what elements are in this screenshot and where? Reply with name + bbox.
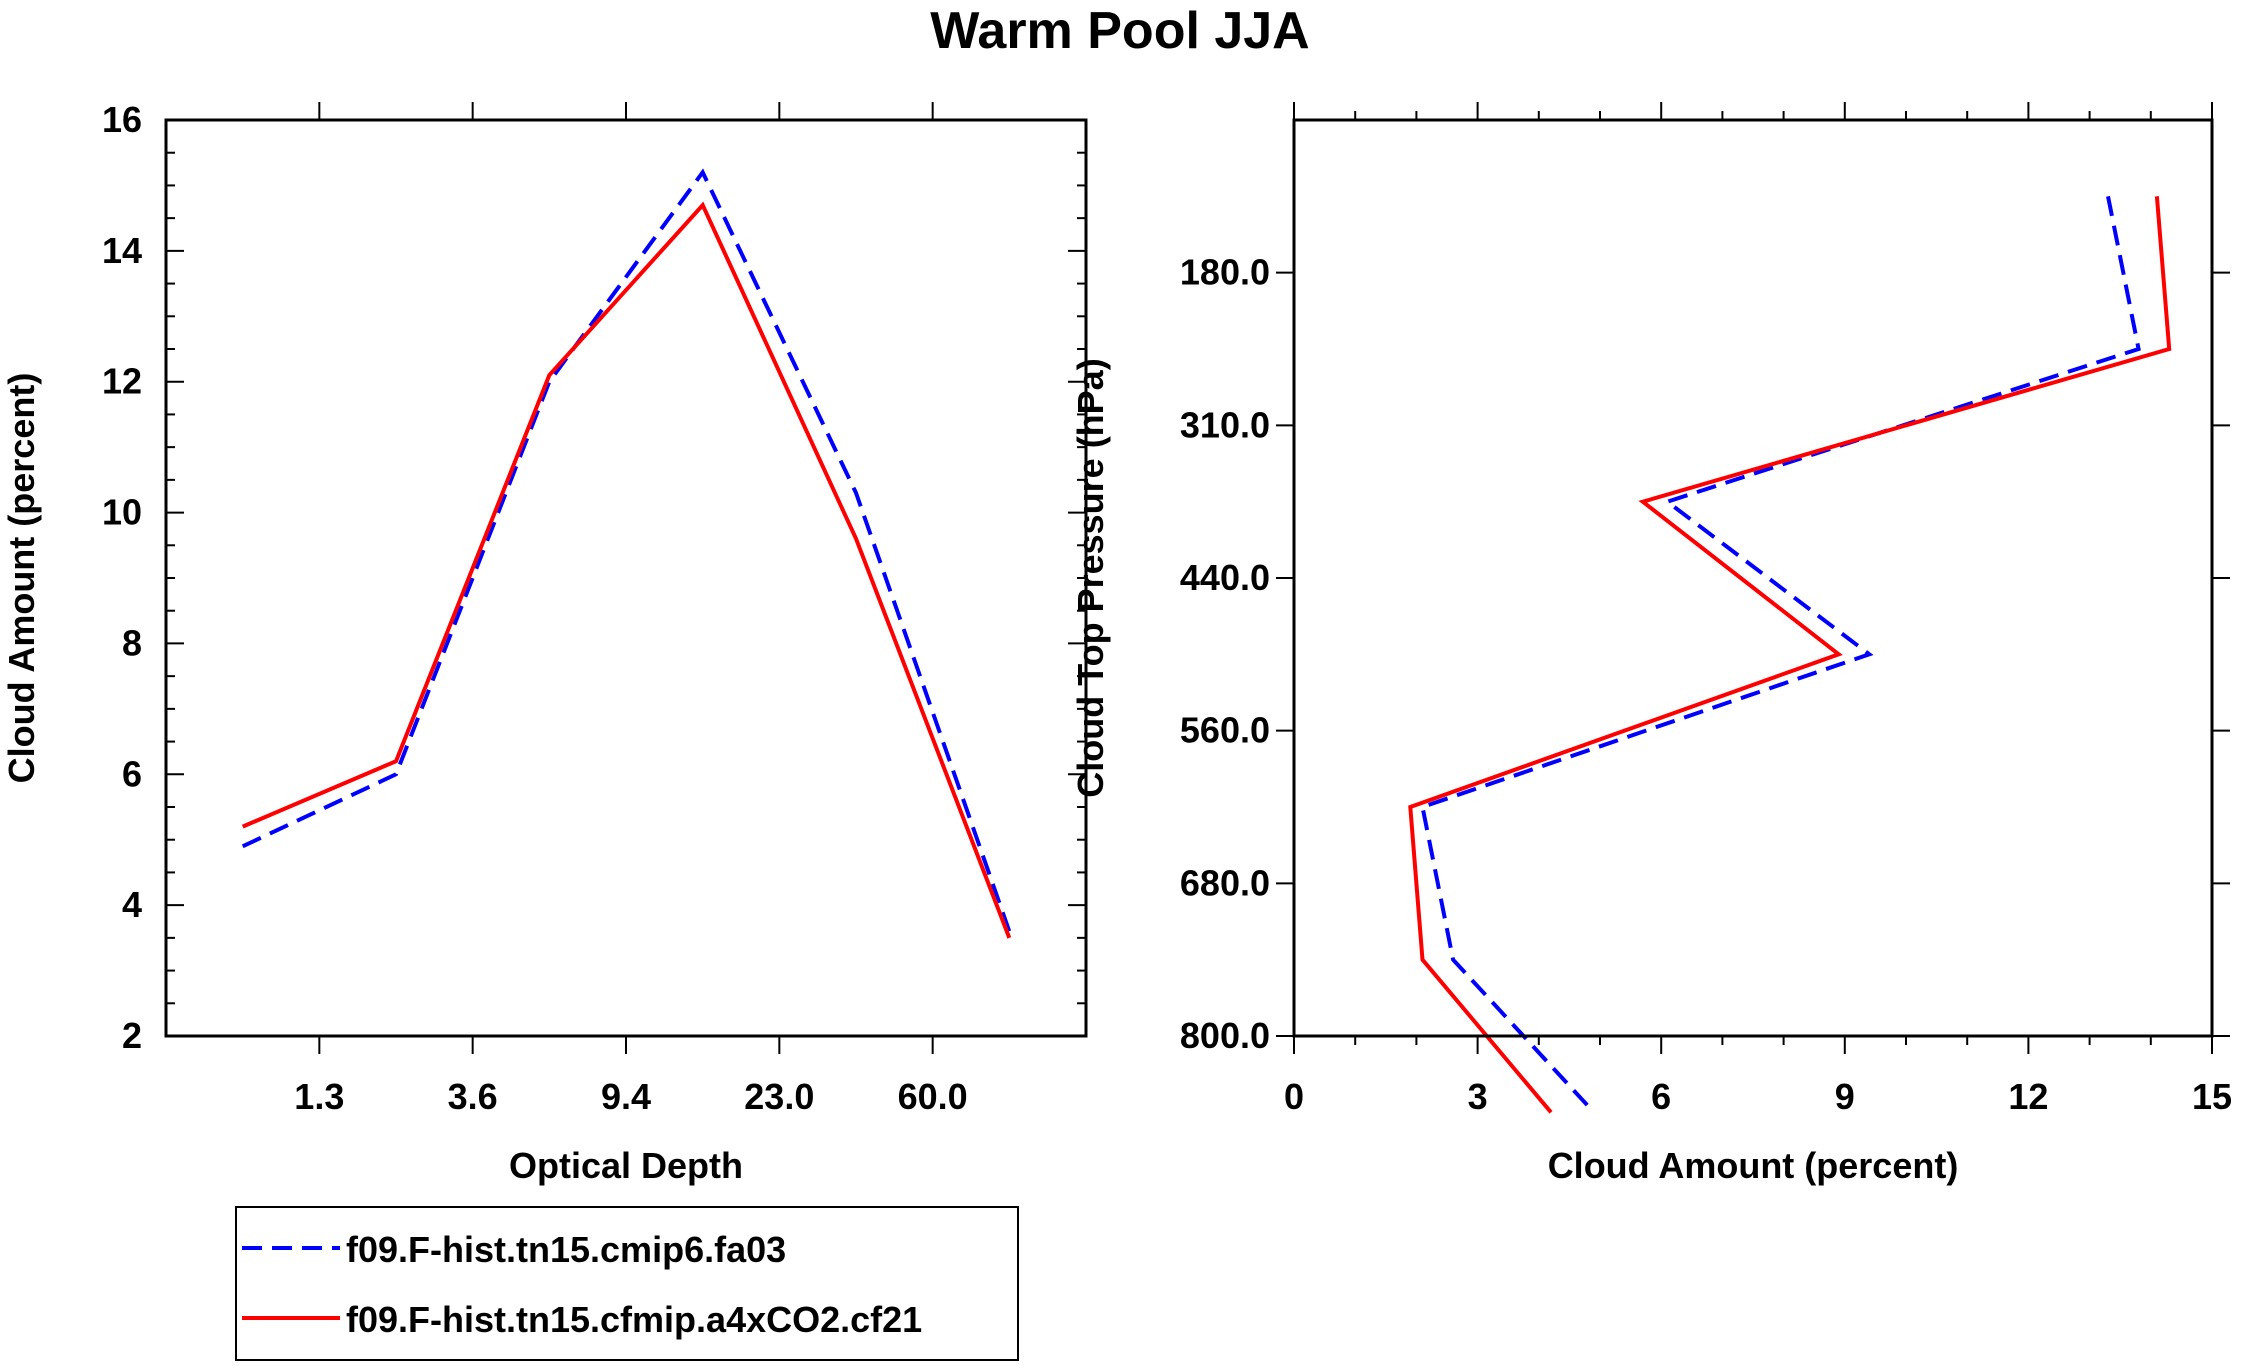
legend: f09.F-hist.tn15.cmip6.fa03 f09.F-hist.tn… xyxy=(235,1206,1019,1361)
left-y-tick-label: 16 xyxy=(102,99,142,140)
right-y-axis-label: Cloud Top Pressure (hPa) xyxy=(1070,358,1111,797)
left-x-tick-label: 9.4 xyxy=(601,1076,651,1117)
chart-title: Warm Pool JJA xyxy=(930,2,1310,60)
left-plot-frame xyxy=(164,118,1088,1038)
left-y-axis-label: Cloud Amount (percent) xyxy=(1,373,42,784)
left-series-line-0 xyxy=(241,168,1012,932)
left-y-tick-label: 2 xyxy=(122,1015,142,1056)
left-y-tick-label: 8 xyxy=(122,622,142,663)
left-y-tick-label: 12 xyxy=(102,361,142,402)
left-x-tick-label: 60.0 xyxy=(898,1076,968,1117)
legend-label-a4xco2: f09.F-hist.tn15.cfmip.a4xCO2.cf21 xyxy=(346,1299,922,1340)
right-series-line-0 xyxy=(1420,195,2141,1114)
right-x-tick-label: 3 xyxy=(1468,1076,1488,1117)
right-x-tick-label: 15 xyxy=(2192,1076,2232,1117)
right-x-tick-label: 0 xyxy=(1284,1076,1304,1117)
right-series-line-1 xyxy=(1408,196,2172,1114)
right-x-tick-label: 6 xyxy=(1651,1076,1671,1117)
right-y-tick-label: 310.0 xyxy=(1180,404,1270,445)
right-x-axis-label: Cloud Amount (percent) xyxy=(1548,1145,1959,1186)
right-plot-frame xyxy=(1292,118,2214,1038)
left-y-tick-label: 6 xyxy=(122,753,142,794)
left-x-tick-label: 23.0 xyxy=(744,1076,814,1117)
left-plot: 2 4 6 8 10 12 14 16 1.3 3.6 9.4 23.0 60.0 Optical Dep… xyxy=(1,99,1088,1186)
legend-box xyxy=(235,1206,1019,1361)
right-y-tick-label: 800.0 xyxy=(1180,1015,1270,1056)
left-y-tick-label: 4 xyxy=(122,884,142,925)
right-y-tick-label: 440.0 xyxy=(1180,557,1270,598)
left-series-line-1 xyxy=(241,201,1012,939)
left-x-tick-label: 1.3 xyxy=(294,1076,344,1117)
left-y-tick-label: 14 xyxy=(102,230,142,271)
right-x-tick-label: 9 xyxy=(1835,1076,1855,1117)
right-y-tick-label: 560.0 xyxy=(1180,710,1270,751)
right-y-tick-label: 680.0 xyxy=(1180,862,1270,903)
legend-label-cmip6: f09.F-hist.tn15.cmip6.fa03 xyxy=(346,1229,786,1270)
left-x-tick-label: 3.6 xyxy=(448,1076,498,1117)
right-plot: 0 3 6 9 12 15 180.0 310.0 440.0 560.0 680.0 800.0 Cl… xyxy=(1070,102,2232,1186)
right-x-tick-label: 12 xyxy=(2008,1076,2048,1117)
left-x-axis-label: Optical Depth xyxy=(509,1145,743,1186)
left-y-tick-label: 10 xyxy=(102,492,142,533)
right-y-tick-label: 180.0 xyxy=(1180,252,1270,293)
